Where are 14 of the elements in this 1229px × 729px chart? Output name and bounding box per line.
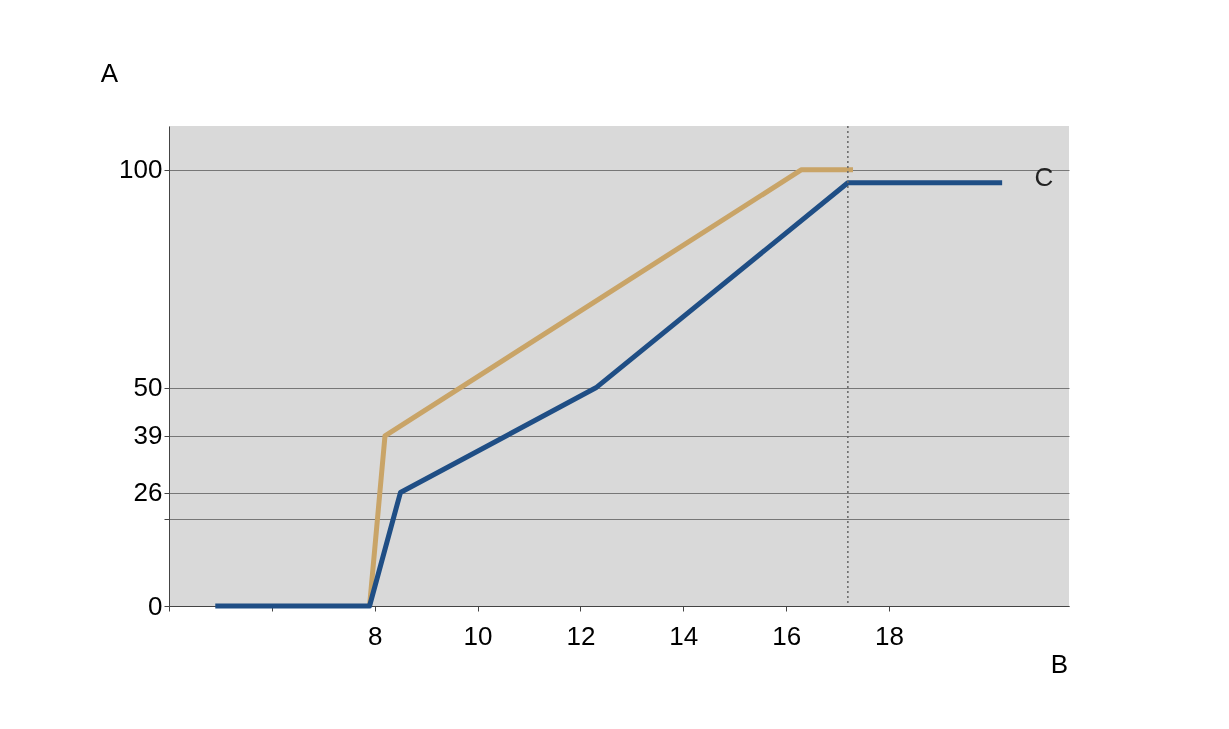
y-axis-title: A (100, 57, 119, 88)
x-tick-label: 12 (566, 620, 596, 651)
x-tick-label: 8 (367, 620, 383, 651)
x-tick-label: 18 (875, 620, 904, 651)
x-tick-label: 16 (772, 620, 802, 651)
annotation: C (1034, 162, 1054, 192)
y-tick-label: 39 (133, 420, 163, 451)
x-tick-label: 14 (669, 620, 699, 651)
y-tick-label: 0 (148, 590, 163, 621)
y-tick-label: 100 (119, 154, 163, 185)
y-tick-label: 50 (133, 372, 163, 403)
x-axis-title: B (1050, 648, 1069, 679)
x-tick-label: 10 (463, 620, 493, 651)
y-tick-label: 26 (133, 477, 163, 508)
